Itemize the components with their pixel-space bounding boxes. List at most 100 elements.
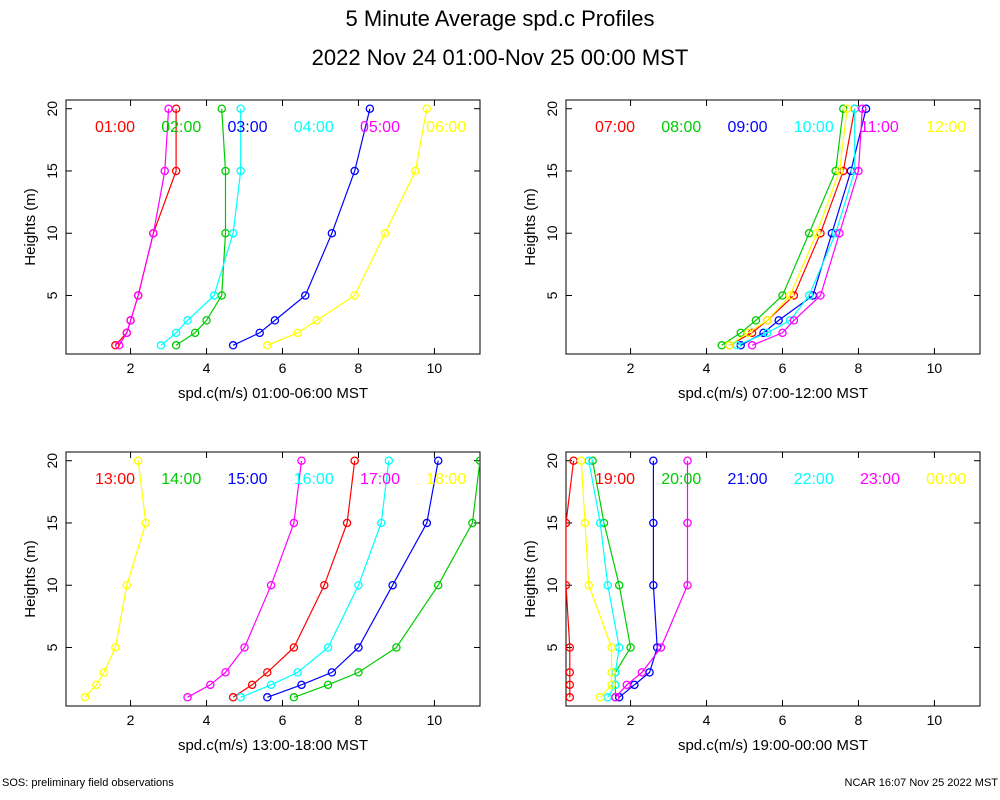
data-point <box>202 316 211 325</box>
data-point <box>607 680 616 690</box>
footer-timestamp: NCAR 16:07 Nov 25 2022 MST <box>844 777 998 789</box>
x-tick-label: 4 <box>203 360 211 376</box>
legend-entry: 18:00 <box>426 471 466 488</box>
series-line-11:00 <box>751 108 863 346</box>
data-point <box>263 668 272 677</box>
plot-frame <box>65 451 481 707</box>
y-tick-label: 10 <box>44 225 60 241</box>
series-line-19:00 <box>566 460 575 698</box>
data-point <box>323 643 333 652</box>
plot-area <box>717 104 871 350</box>
data-point <box>289 518 299 528</box>
data-point <box>164 104 173 113</box>
data-point <box>190 328 200 338</box>
data-point <box>266 680 276 690</box>
data-point <box>835 166 844 176</box>
data-point <box>228 228 238 238</box>
data-point <box>774 316 783 325</box>
legend-entry: 10:00 <box>794 119 834 136</box>
legend-entry: 08:00 <box>661 119 701 136</box>
legend-entry: 06:00 <box>426 119 466 136</box>
series-line-15:00 <box>267 460 439 698</box>
data-point <box>649 580 658 590</box>
y-tick-label: 5 <box>544 643 560 651</box>
series-line-03:00 <box>232 108 371 346</box>
data-point <box>763 316 772 325</box>
legend-entry: 14:00 <box>161 471 201 488</box>
legend-entry: 23:00 <box>860 471 900 488</box>
legend-entry: 07:00 <box>595 119 635 136</box>
data-point <box>858 104 867 113</box>
plot-area <box>111 104 432 350</box>
data-point <box>854 166 863 176</box>
x-tick-label: 8 <box>855 360 863 376</box>
data-point <box>725 341 734 350</box>
x-tick-label: 2 <box>627 360 635 376</box>
data-point <box>122 328 132 338</box>
chart-panel-4: 2 4 6 8 10 5 10 15 20 spd.c(m/s) 19:00-00:00 MST H… <box>522 451 981 754</box>
data-point <box>171 328 181 338</box>
data-point <box>92 680 101 690</box>
data-point <box>614 580 624 590</box>
data-point <box>603 580 613 590</box>
x-tick-label: 10 <box>427 360 443 376</box>
y-tick-label: 10 <box>544 225 560 241</box>
plot-frame <box>565 451 981 707</box>
data-point <box>433 580 443 590</box>
data-point <box>354 643 363 652</box>
series-line-00:00 <box>580 460 613 698</box>
y-tick-label: 20 <box>44 453 60 469</box>
x-tick-label: 2 <box>127 712 135 728</box>
series-line-02:00 <box>175 108 227 346</box>
data-point <box>149 228 158 238</box>
data-point <box>422 518 432 528</box>
series-line-21:00 <box>618 460 658 698</box>
data-point <box>816 291 825 300</box>
chart-panel-2: 2 4 6 8 10 5 10 15 20 spd.c(m/s) 07:00-12:00 MST H… <box>522 99 981 402</box>
legend-entry: 05:00 <box>360 119 400 136</box>
y-tick-label: 20 <box>544 453 560 469</box>
data-point <box>842 104 852 113</box>
data-point <box>323 680 333 690</box>
data-point <box>595 518 605 528</box>
y-tick-label: 15 <box>44 163 60 179</box>
chart-title: 5 Minute Average spd.c Profiles <box>345 6 655 31</box>
data-point <box>228 341 238 350</box>
x-tick-label: 8 <box>355 360 363 376</box>
data-point <box>576 456 586 465</box>
x-tick-label: 4 <box>703 712 711 728</box>
data-point <box>611 693 620 702</box>
plot-frame <box>565 99 981 355</box>
legend-entry: 16:00 <box>294 471 334 488</box>
data-point <box>649 456 658 465</box>
data-point <box>221 668 230 677</box>
data-point <box>240 643 249 652</box>
data-point <box>183 316 192 325</box>
series-line-17:00 <box>187 460 303 698</box>
data-point <box>376 518 386 528</box>
x-tick-label: 4 <box>703 360 711 376</box>
data-point <box>812 228 821 238</box>
y-tick-label: 15 <box>544 515 560 531</box>
data-point <box>683 518 692 528</box>
plot-frame <box>65 99 481 355</box>
data-point <box>297 456 306 465</box>
plot-area <box>566 456 692 702</box>
y-axis-label: Heights (m) <box>22 188 39 266</box>
series-line-10:00 <box>736 108 856 346</box>
series-line-05:00 <box>118 108 170 346</box>
series-line-07:00 <box>729 108 856 346</box>
data-point <box>804 291 814 300</box>
y-tick-label: 10 <box>44 577 60 593</box>
data-point <box>111 643 120 652</box>
data-point <box>683 580 692 590</box>
data-point <box>236 693 245 702</box>
data-point <box>789 316 799 325</box>
series-line-09:00 <box>740 108 867 346</box>
data-point <box>607 643 616 652</box>
y-tick-label: 5 <box>44 291 60 299</box>
legend-entry: 01:00 <box>95 119 135 136</box>
data-point <box>270 316 280 325</box>
legend-entry: 00:00 <box>926 471 966 488</box>
